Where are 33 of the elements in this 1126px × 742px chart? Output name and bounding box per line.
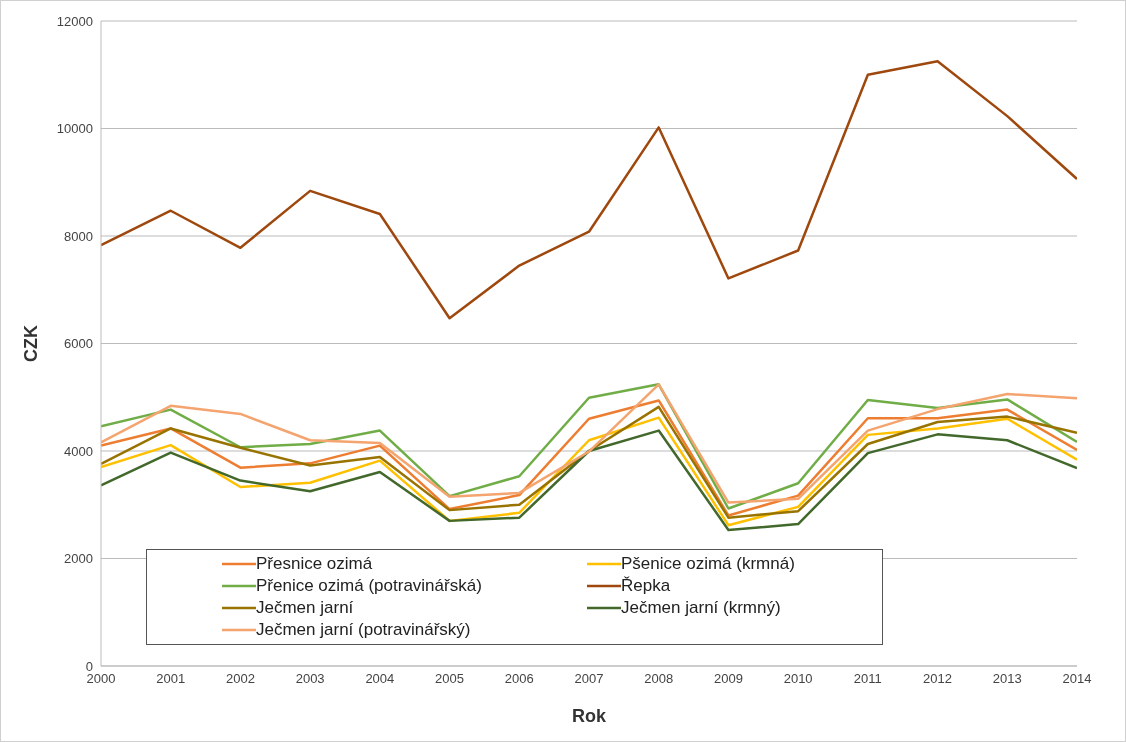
legend-label: Přesnice ozimá (256, 554, 373, 574)
y-tick-label: 0 (85, 658, 93, 674)
x-tick-label: 2000 (86, 671, 116, 687)
x-tick-label: 2001 (156, 671, 186, 687)
x-tick-label: 2002 (225, 671, 255, 687)
legend-label: Ječmen jarní (256, 598, 354, 618)
y-axis-title: CZK (21, 325, 42, 362)
y-tick-label: 4000 (64, 443, 93, 459)
x-tick-label: 2006 (504, 671, 534, 687)
x-tick-label: 2005 (435, 671, 465, 687)
x-tick-label: 2007 (574, 671, 604, 687)
x-tick-label: 2003 (295, 671, 325, 687)
y-tick-label: 8000 (64, 228, 93, 244)
x-tick-label: 2010 (783, 671, 813, 687)
x-tick-label: 2009 (713, 671, 743, 687)
legend-label: Ječmen jarní (potravinářský) (256, 620, 471, 640)
x-tick-label: 2004 (365, 671, 395, 687)
legend-label: Řepka (621, 576, 671, 596)
y-tick-label: 12000 (56, 13, 93, 29)
legend-label: Přenice ozimá (potravinářská) (256, 576, 482, 596)
x-tick-label: 2011 (853, 671, 882, 687)
y-tick-label: 6000 (64, 336, 93, 352)
y-tick-label: 10000 (56, 121, 93, 137)
x-tick-label: 2012 (923, 671, 953, 687)
x-axis-title: Rok (571, 706, 607, 726)
line-series (101, 60, 1077, 320)
x-tick-label: 2013 (992, 671, 1022, 687)
legend-label: Pšenice ozimá (krmná) (621, 554, 795, 574)
line-series (101, 429, 1077, 532)
x-tick-label: 2008 (644, 671, 674, 687)
legend-label: Ječmen jarní (krmný) (621, 598, 781, 618)
y-tick-label: 2000 (64, 551, 93, 567)
x-tick-label: 2014 (1062, 671, 1092, 687)
